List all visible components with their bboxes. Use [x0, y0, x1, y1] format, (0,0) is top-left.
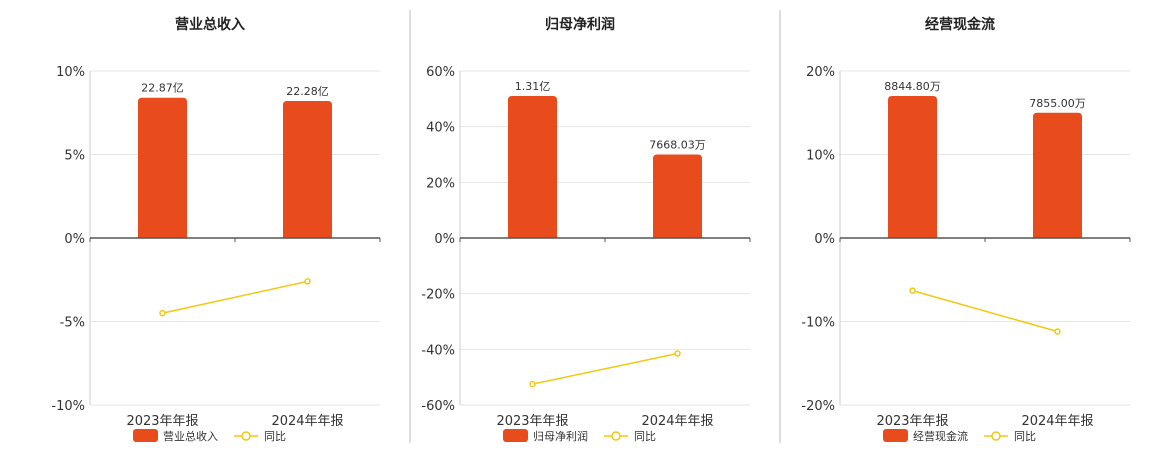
legend-bar-label: 经营现金流: [913, 429, 968, 443]
x-tick-label: 2023年年报: [126, 414, 198, 429]
legend-bar-label: 营业总收入: [163, 429, 218, 443]
x-tick-label: 2024年年报: [1021, 414, 1093, 429]
y-tick-label: 5%: [64, 149, 85, 164]
y-tick-label: 10%: [806, 149, 835, 164]
bar[interactable]: [1033, 112, 1082, 238]
y-tick-label: -40%: [421, 343, 455, 358]
legend-line-marker: [611, 431, 621, 441]
yoy-line: [162, 280, 308, 314]
y-tick-label: 10%: [56, 65, 85, 80]
chart-title: 归母净利润: [545, 16, 615, 33]
legend-line-marker: [241, 431, 251, 441]
chart-panel-2: 归母净利润 60% 40% 20% 0% -20% -40% -60% 1.31亿 7668.03…: [421, 16, 751, 443]
legend-line-marker: [991, 431, 1001, 441]
legend-bar-swatch[interactable]: [883, 429, 908, 442]
bar[interactable]: [888, 96, 937, 238]
chart-title: 营业总收入: [175, 16, 245, 33]
x-tick-label: 2024年年报: [641, 414, 713, 429]
y-tick-label: 0%: [814, 232, 835, 247]
yoy-point[interactable]: [529, 380, 536, 388]
yoy-point[interactable]: [304, 278, 311, 285]
yoy-point[interactable]: [909, 287, 916, 294]
x-tick-label: 2023年年报: [876, 414, 948, 429]
y-tick-label: 20%: [426, 176, 455, 191]
y-tick-label: -60%: [421, 399, 455, 414]
chart-panel-1: 营业总收入 10% 5% 0% -5% -10% 22.87亿 22.28亿 2023年年报 20…: [51, 16, 381, 443]
y-tick-label: 0%: [434, 232, 455, 247]
bar-data-label: 8844.80万: [884, 80, 941, 93]
y-tick-label: 40%: [426, 121, 455, 136]
y-tick-label: -10%: [51, 399, 85, 414]
legend: 经营现金流 同比: [883, 429, 1036, 443]
bar[interactable]: [653, 154, 702, 239]
legend-line-label: 同比: [264, 430, 286, 443]
legend-bar-swatch[interactable]: [503, 429, 528, 442]
yoy-point[interactable]: [674, 350, 681, 357]
bar-data-label: 22.28亿: [286, 85, 329, 98]
legend-line-label: 同比: [634, 430, 656, 443]
bar-data-label: 7855.00万: [1029, 97, 1086, 110]
y-tick-label: -20%: [421, 288, 455, 303]
legend: 归母净利润 同比: [503, 429, 656, 443]
chart-panel-3: 经营现金流 20% 10% 0% -10% -20% 8844.80万 7855.00万 202…: [801, 16, 1131, 443]
y-tick-label: -20%: [801, 399, 835, 414]
legend-line-label: 同比: [1014, 430, 1036, 443]
legend-bar-swatch[interactable]: [133, 429, 158, 442]
y-tick-label: 60%: [426, 65, 455, 80]
bar[interactable]: [508, 96, 557, 238]
y-tick-label: 0%: [64, 232, 85, 247]
yoy-line: [912, 289, 1058, 333]
bar-data-label: 1.31亿: [515, 80, 551, 93]
legend-bar-label: 归母净利润: [533, 429, 588, 443]
yoy-point[interactable]: [159, 309, 166, 317]
y-tick-label: -10%: [801, 316, 835, 331]
y-tick-label: -5%: [60, 316, 85, 331]
bar-data-label: 22.87亿: [141, 82, 184, 95]
yoy-line: [532, 352, 678, 385]
bar-data-label: 7668.03万: [649, 139, 706, 152]
x-tick-label: 2023年年报: [496, 414, 568, 429]
x-tick-label: 2024年年报: [271, 414, 343, 429]
y-tick-label: 20%: [806, 65, 835, 80]
yoy-point[interactable]: [1054, 328, 1061, 335]
chart-title: 经营现金流: [925, 16, 995, 33]
legend: 营业总收入 同比: [133, 429, 286, 443]
bar[interactable]: [283, 101, 332, 238]
bar[interactable]: [138, 97, 187, 238]
